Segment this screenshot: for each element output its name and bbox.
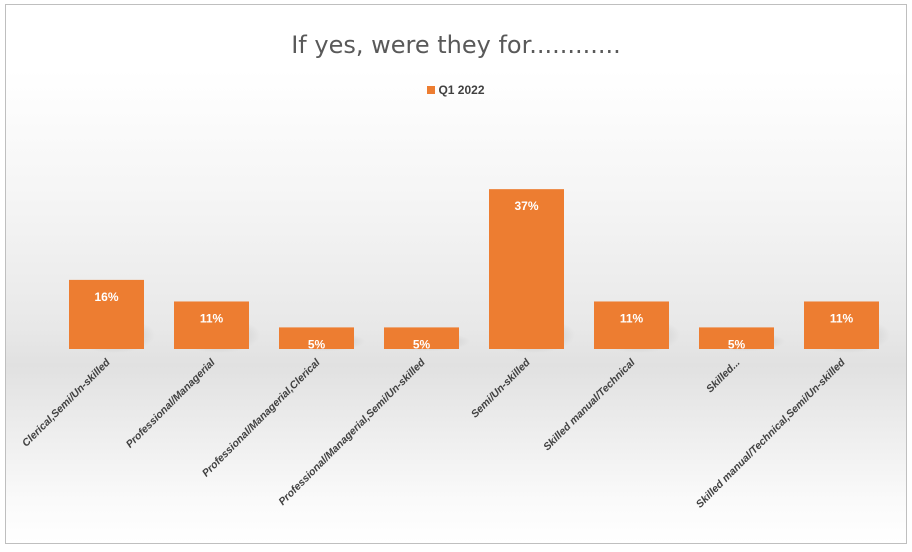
data-label: 5% [308,337,326,351]
bar [384,327,459,349]
bar [489,189,564,349]
x-tick-label: Professional/Managerial,Clerical [200,356,324,480]
bar [699,327,774,349]
x-tick-labels: Clerical,Semi/Un-skilled Professional/Man… [20,356,848,511]
legend-label: Q1 2022 [438,83,485,97]
chart-area: If yes, were they for............ Q1 202… [5,4,907,544]
x-tick-label: Skilled manual/Technical [541,356,638,453]
data-label: 37% [514,199,538,213]
data-label: 16% [94,290,118,304]
x-tick-label: Clerical,Semi/Un-skilled [20,356,113,449]
bar [69,279,144,349]
bar [594,301,669,349]
data-label: 11% [830,311,854,325]
data-label: 11% [620,311,644,325]
data-labels: 16% 11% 5% 5% 37% 11% 5% 11% [94,199,853,351]
data-label: 5% [728,337,746,351]
bar [804,301,879,349]
legend-swatch [427,86,436,94]
x-tick-label: Semi/Un-skilled [469,356,533,420]
plot-area: 16% 11% 5% 5% 37% 11% 5% 11% Clerical,Semi/Un-s… [20,189,891,511]
x-tick-label: Professional/Managerial [124,356,219,451]
x-tick-label: Skilled... [704,357,743,396]
bar [174,301,249,349]
bars [69,189,879,349]
chart-title: If yes, were they for............ [291,31,621,59]
data-label: 5% [413,337,431,351]
legend: Q1 2022 [6,83,906,97]
data-label: 11% [200,311,224,325]
bar [279,327,354,349]
